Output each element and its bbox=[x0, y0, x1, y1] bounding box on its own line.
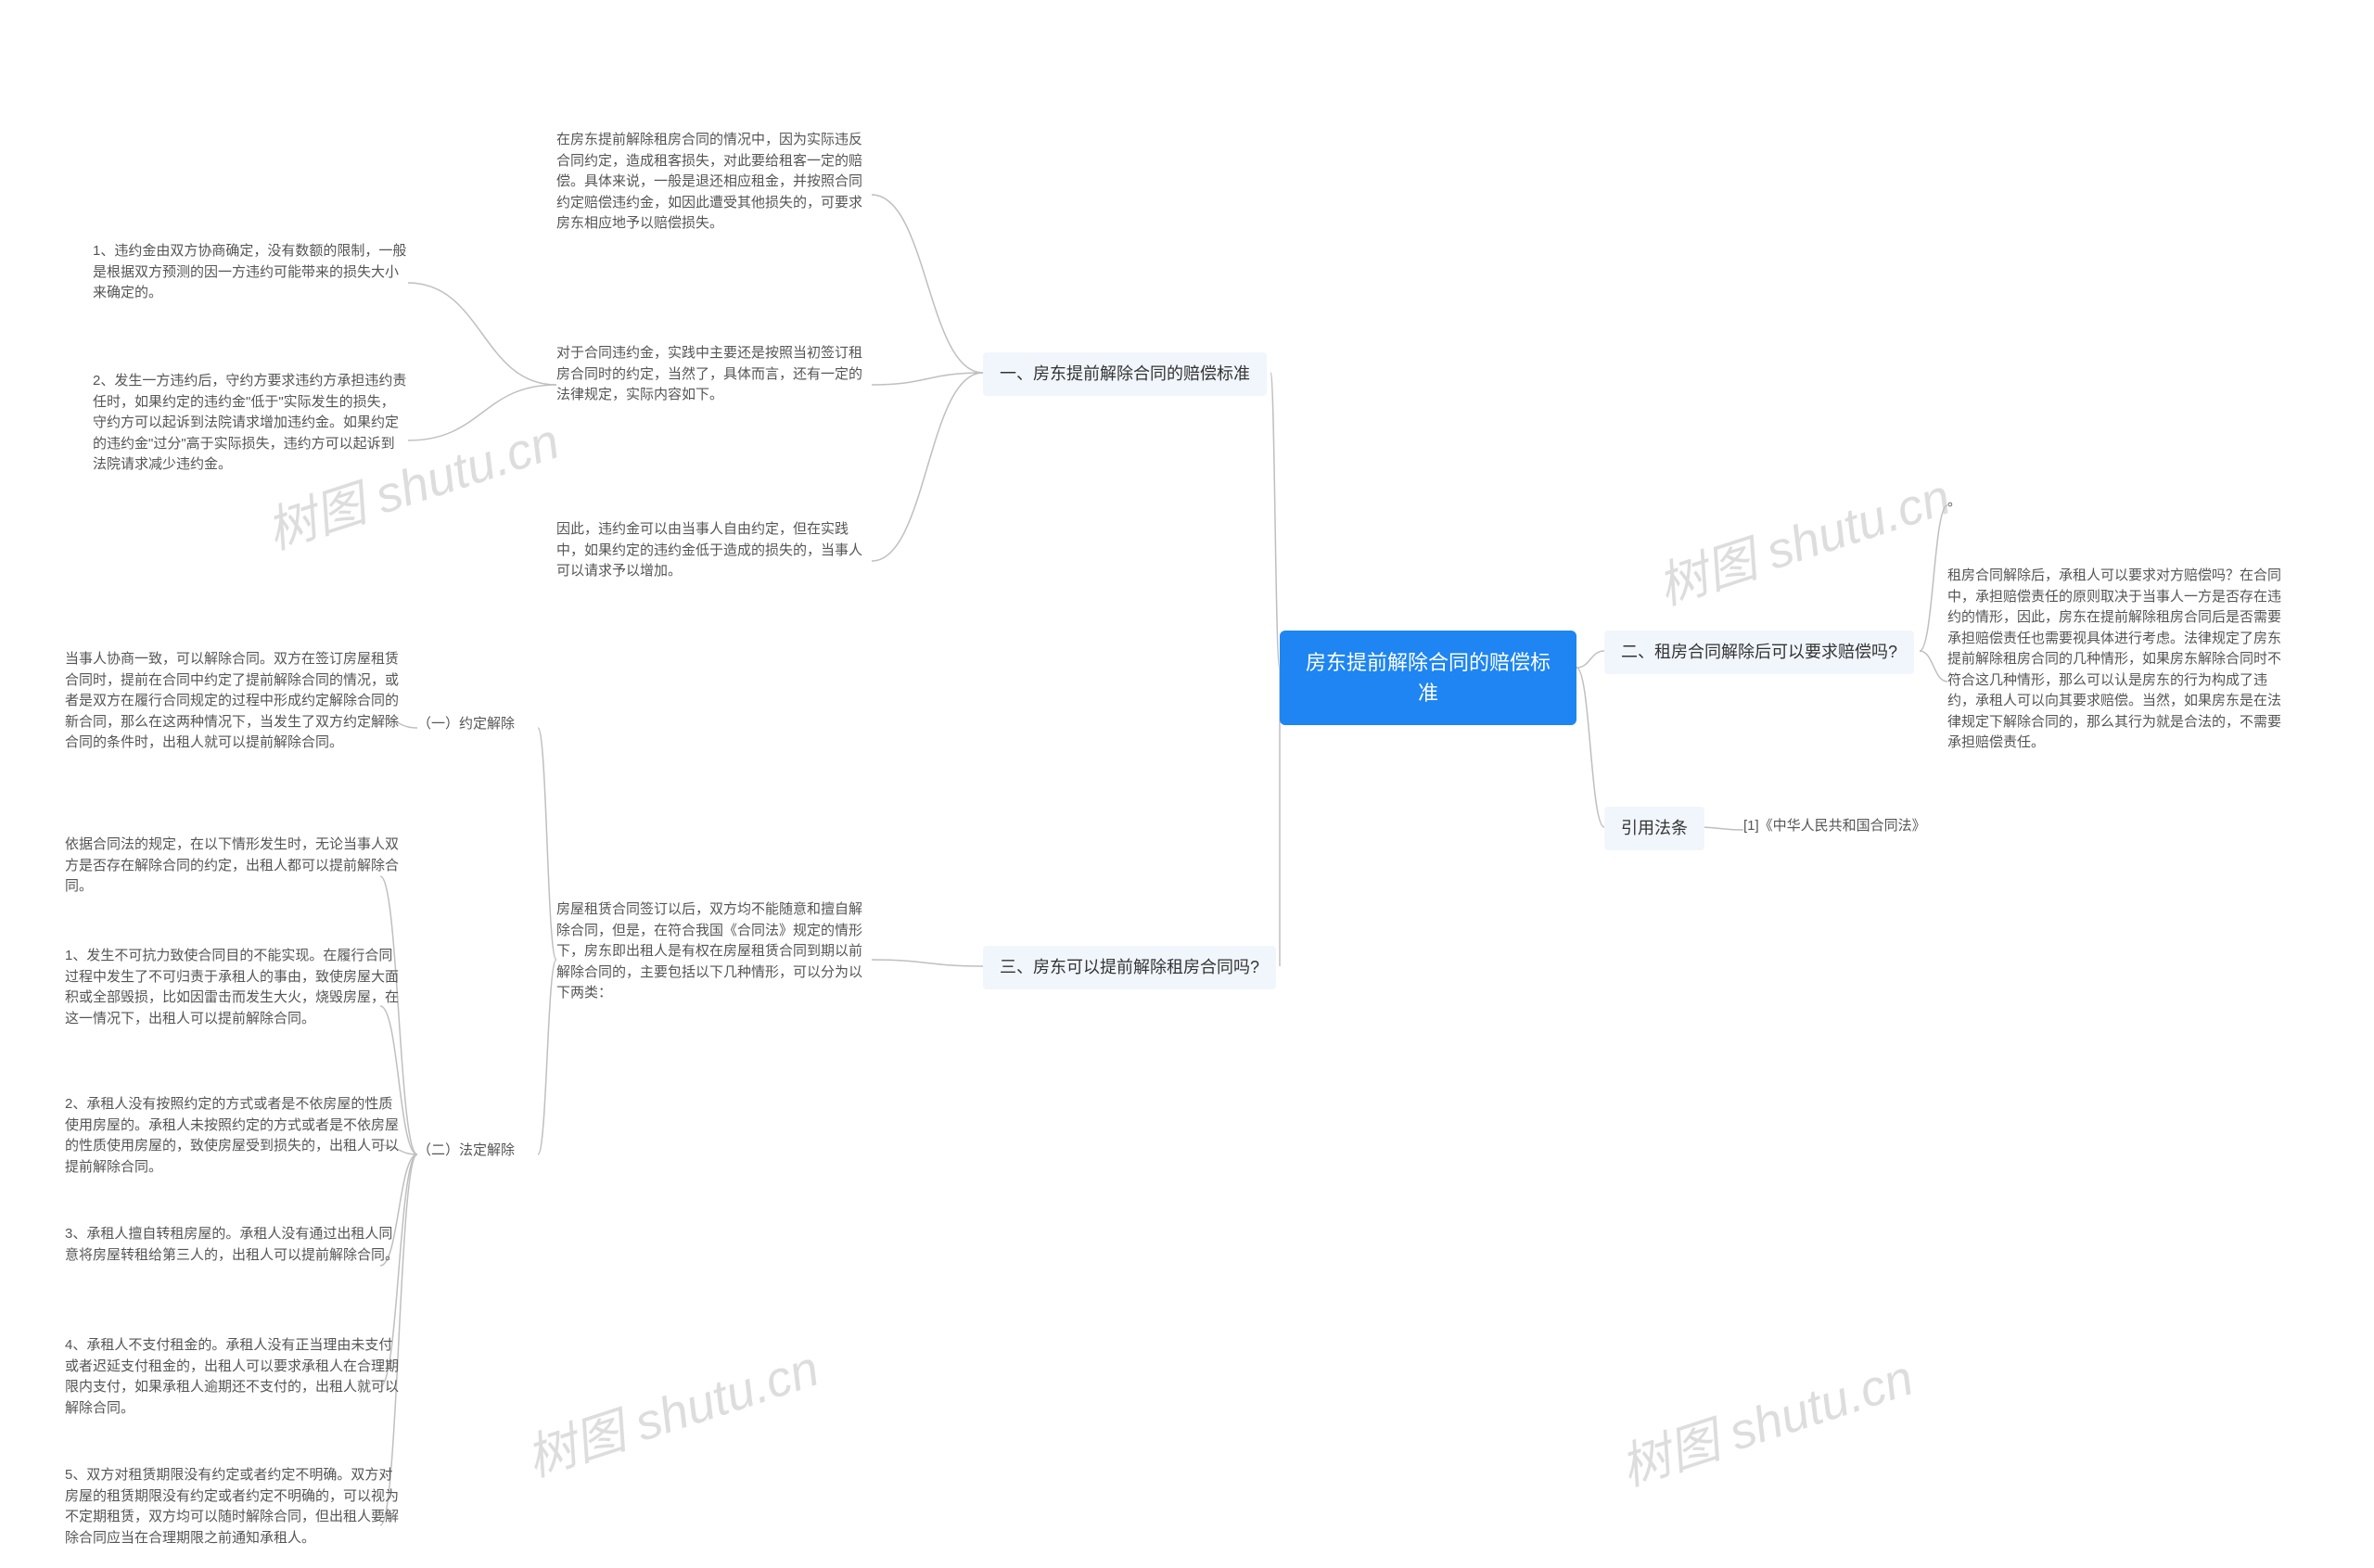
leaf-s1b2[interactable]: 2、发生一方违约后，守约方要求违约方承担违约责任时，如果约定的违约金"低于"实际… bbox=[93, 371, 408, 476]
leaf-s3a2[interactable]: （二）法定解除 bbox=[417, 1141, 584, 1162]
leaf-s3a2a[interactable]: 依据合同法的规定，在以下情形发生时，无论当事人双方是否存在解除合同的约定，出租人… bbox=[65, 835, 399, 898]
leaf-s2a[interactable]: 。 bbox=[1947, 491, 2114, 513]
sub-node-3[interactable]: 三、房东可以提前解除租房合同吗? bbox=[983, 946, 1276, 989]
leaf-s3a2b[interactable]: 1、发生不可抗力致使合同目的不能实现。在履行合同过程中发生了不可归责于承租人的事… bbox=[65, 946, 399, 1029]
leaf-s3a2f[interactable]: 5、双方对租赁期限没有约定或者约定不明确。双方对房屋的租赁期限没有约定或者约定不… bbox=[65, 1465, 399, 1549]
leaf-s2b[interactable]: 租房合同解除后，承租人可以要求对方赔偿吗？在合同中，承担赔偿责任的原则取决于当事… bbox=[1947, 566, 2291, 754]
sub-node-4[interactable]: 引用法条 bbox=[1604, 807, 1704, 850]
leaf-s1b[interactable]: 对于合同违约金，实践中主要还是按照当初签订租房合同时的约定，当然了，具体而言，还… bbox=[556, 343, 872, 406]
root-node[interactable]: 房东提前解除合同的赔偿标准 bbox=[1280, 631, 1576, 725]
leaf-s1a[interactable]: 在房东提前解除租房合同的情况中，因为实际违反合同约定，造成租客损失，对此要给租客… bbox=[556, 130, 872, 235]
sub-node-2[interactable]: 二、租房合同解除后可以要求赔偿吗? bbox=[1604, 631, 1914, 674]
connector-canvas bbox=[0, 0, 2374, 1568]
leaf-s3a1[interactable]: （一）约定解除 bbox=[417, 714, 584, 735]
leaf-s3a[interactable]: 房屋租赁合同签订以后，双方均不能随意和擅自解除合同，但是，在符合我国《合同法》规… bbox=[556, 899, 872, 1004]
sub-node-1[interactable]: 一、房东提前解除合同的赔偿标准 bbox=[983, 352, 1267, 396]
leaf-s3a2d[interactable]: 3、承租人擅自转租房屋的。承租人没有通过出租人同意将房屋转租给第三人的，出租人可… bbox=[65, 1224, 399, 1266]
leaf-s1b1[interactable]: 1、违约金由双方协商确定，没有数额的限制，一般是根据双方预测的因一方违约可能带来… bbox=[93, 241, 408, 304]
leaf-s3a2c[interactable]: 2、承租人没有按照约定的方式或者是不依房屋的性质使用房屋的。承租人未按照约定的方… bbox=[65, 1094, 399, 1178]
leaf-s3a1a[interactable]: 当事人协商一致，可以解除合同。双方在签订房屋租赁合同时，提前在合同中约定了提前解… bbox=[65, 649, 399, 754]
leaf-s3a2e[interactable]: 4、承租人不支付租金的。承租人没有正当理由未支付或者迟延支付租金的，出租人可以要… bbox=[65, 1335, 399, 1419]
leaf-s1c[interactable]: 因此，违约金可以由当事人自由约定，但在实践中，如果约定的违约金低于造成的损失的，… bbox=[556, 519, 872, 582]
leaf-s4a[interactable]: [1]《中华人民共和国合同法》 bbox=[1743, 816, 1910, 837]
